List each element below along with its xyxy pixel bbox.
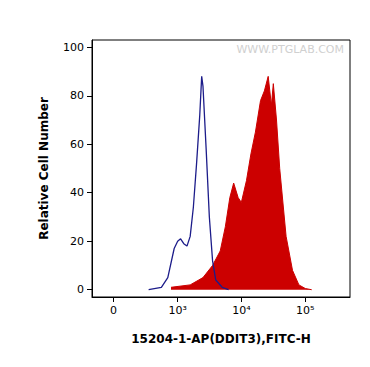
svg-text:WWW.PTGLAB.COM: WWW.PTGLAB.COM (236, 43, 344, 56)
svg-text:20: 20 (70, 235, 84, 248)
svg-text:10³: 10³ (168, 304, 186, 317)
svg-text:Relative Cell Number: Relative Cell Number (37, 97, 51, 240)
svg-text:10⁵: 10⁵ (296, 304, 314, 317)
svg-text:80: 80 (70, 89, 84, 102)
svg-text:10⁴: 10⁴ (232, 304, 251, 317)
svg-text:60: 60 (70, 138, 84, 151)
svg-text:0: 0 (110, 304, 117, 317)
svg-text:40: 40 (70, 186, 84, 199)
svg-text:100: 100 (63, 41, 84, 54)
svg-text:15204-1-AP(DDIT3),FITC-H: 15204-1-AP(DDIT3),FITC-H (131, 332, 311, 346)
svg-text:0: 0 (77, 283, 84, 296)
